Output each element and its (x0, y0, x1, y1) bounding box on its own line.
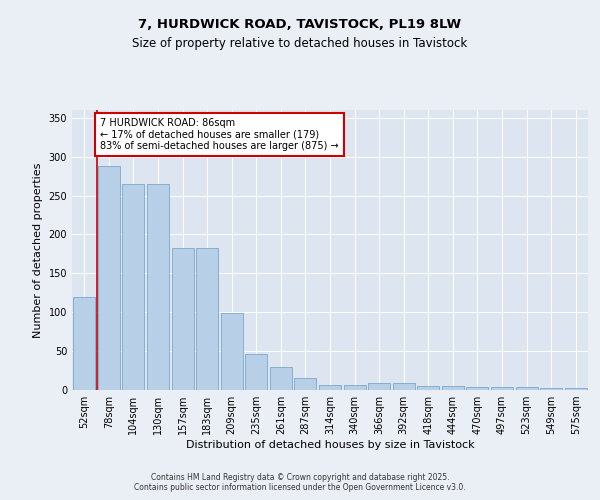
Bar (392, 383, 415, 390)
Text: Contains HM Land Registry data © Crown copyright and database right 2025.
Contai: Contains HM Land Registry data © Crown c… (134, 473, 466, 492)
Text: 7, HURDWICK ROAD, TAVISTOCK, PL19 8LW: 7, HURDWICK ROAD, TAVISTOCK, PL19 8LW (139, 18, 461, 30)
Bar (221, 313, 243, 390)
Bar (466, 387, 488, 390)
Bar (172, 248, 194, 390)
Bar (540, 388, 562, 390)
Bar (417, 386, 439, 390)
Bar (147, 184, 169, 390)
Bar (442, 386, 464, 390)
Text: 7 HURDWICK ROAD: 86sqm
← 17% of detached houses are smaller (179)
83% of semi-de: 7 HURDWICK ROAD: 86sqm ← 17% of detached… (100, 118, 339, 151)
Bar (122, 184, 145, 390)
Bar (270, 366, 292, 390)
Bar (368, 383, 390, 390)
Bar (344, 384, 365, 390)
Bar (196, 248, 218, 390)
Text: Size of property relative to detached houses in Tavistock: Size of property relative to detached ho… (133, 38, 467, 51)
X-axis label: Distribution of detached houses by size in Tavistock: Distribution of detached houses by size … (185, 440, 475, 450)
Bar (319, 384, 341, 390)
Bar (245, 354, 268, 390)
Bar (491, 387, 513, 390)
Bar (565, 388, 587, 390)
Bar (295, 378, 316, 390)
Bar (98, 166, 120, 390)
Bar (515, 387, 538, 390)
Bar (73, 296, 95, 390)
Y-axis label: Number of detached properties: Number of detached properties (33, 162, 43, 338)
